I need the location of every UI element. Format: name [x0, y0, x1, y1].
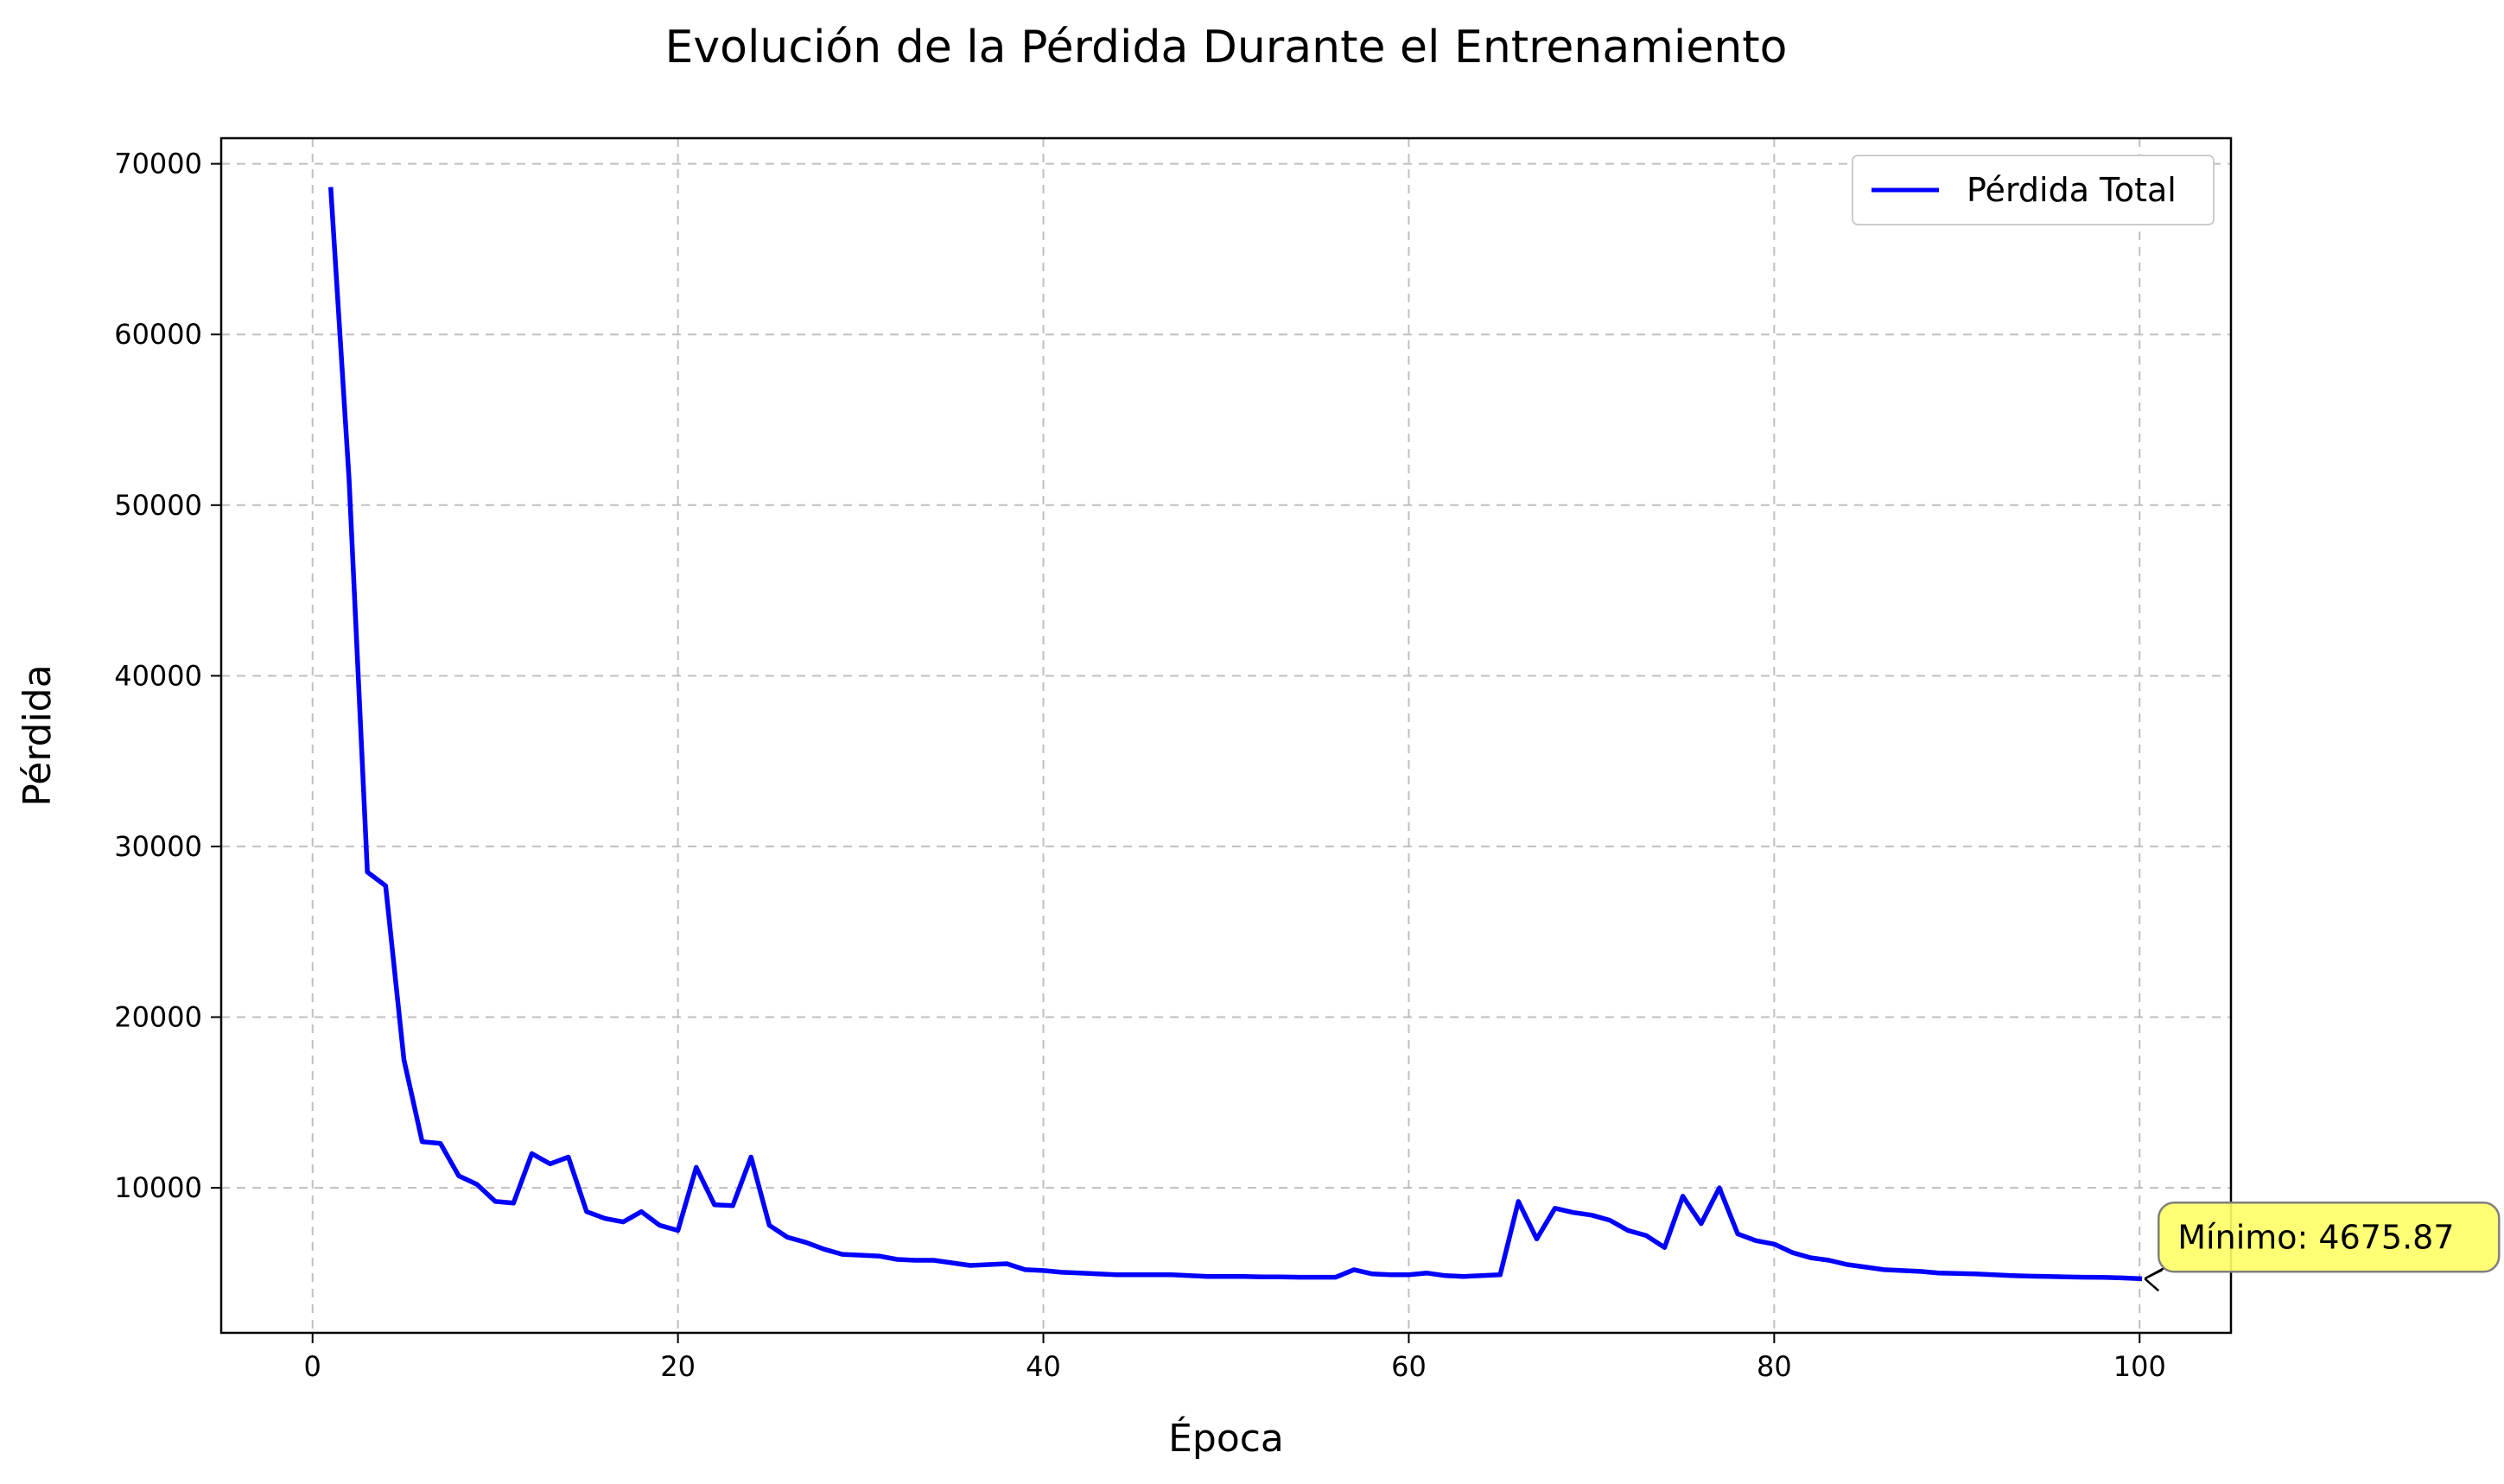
y-axis-label: Pérdida — [16, 664, 60, 806]
y-tick-label: 20000 — [114, 1000, 202, 1033]
y-tick-label: 60000 — [114, 318, 202, 351]
annotation-text: Mínimo: 4675.87 — [2177, 1218, 2454, 1256]
annotation-box — [2158, 1202, 2501, 1273]
annotation-arrow — [2144, 1267, 2164, 1292]
y-tick-label: 50000 — [114, 489, 202, 522]
chart-title: Evolución de la Pérdida Durante el Entre… — [665, 22, 1788, 73]
x-tick-label: 60 — [1391, 1350, 1427, 1383]
plot-area-frame — [219, 136, 2233, 1335]
x-tick-label: 40 — [1026, 1350, 1061, 1383]
x-tick-label: 0 — [304, 1350, 321, 1383]
x-tick-label: 100 — [2113, 1350, 2166, 1383]
series-layer — [327, 187, 2143, 1282]
axis-ticks: 0 20 40 60 80 100 10000 20000 30000 40000 50000 600… — [114, 148, 2166, 1383]
legend: Pérdida Total — [1852, 155, 2215, 225]
y-tick-label: 70000 — [114, 148, 202, 181]
y-tick-label: 30000 — [114, 830, 202, 863]
grid — [221, 138, 2231, 1333]
series-line — [327, 187, 2143, 1282]
x-axis-label: Época — [1168, 1415, 1284, 1461]
x-tick-label: 80 — [1757, 1350, 1792, 1383]
min-annotation: Mínimo: 4675.87 — [2144, 1202, 2501, 1292]
x-tick-label: 20 — [660, 1350, 696, 1383]
y-tick-label: 40000 — [114, 659, 202, 692]
legend-label: Pérdida Total — [1967, 171, 2177, 209]
legend-box — [1852, 155, 2215, 225]
y-tick-label: 10000 — [114, 1171, 202, 1204]
